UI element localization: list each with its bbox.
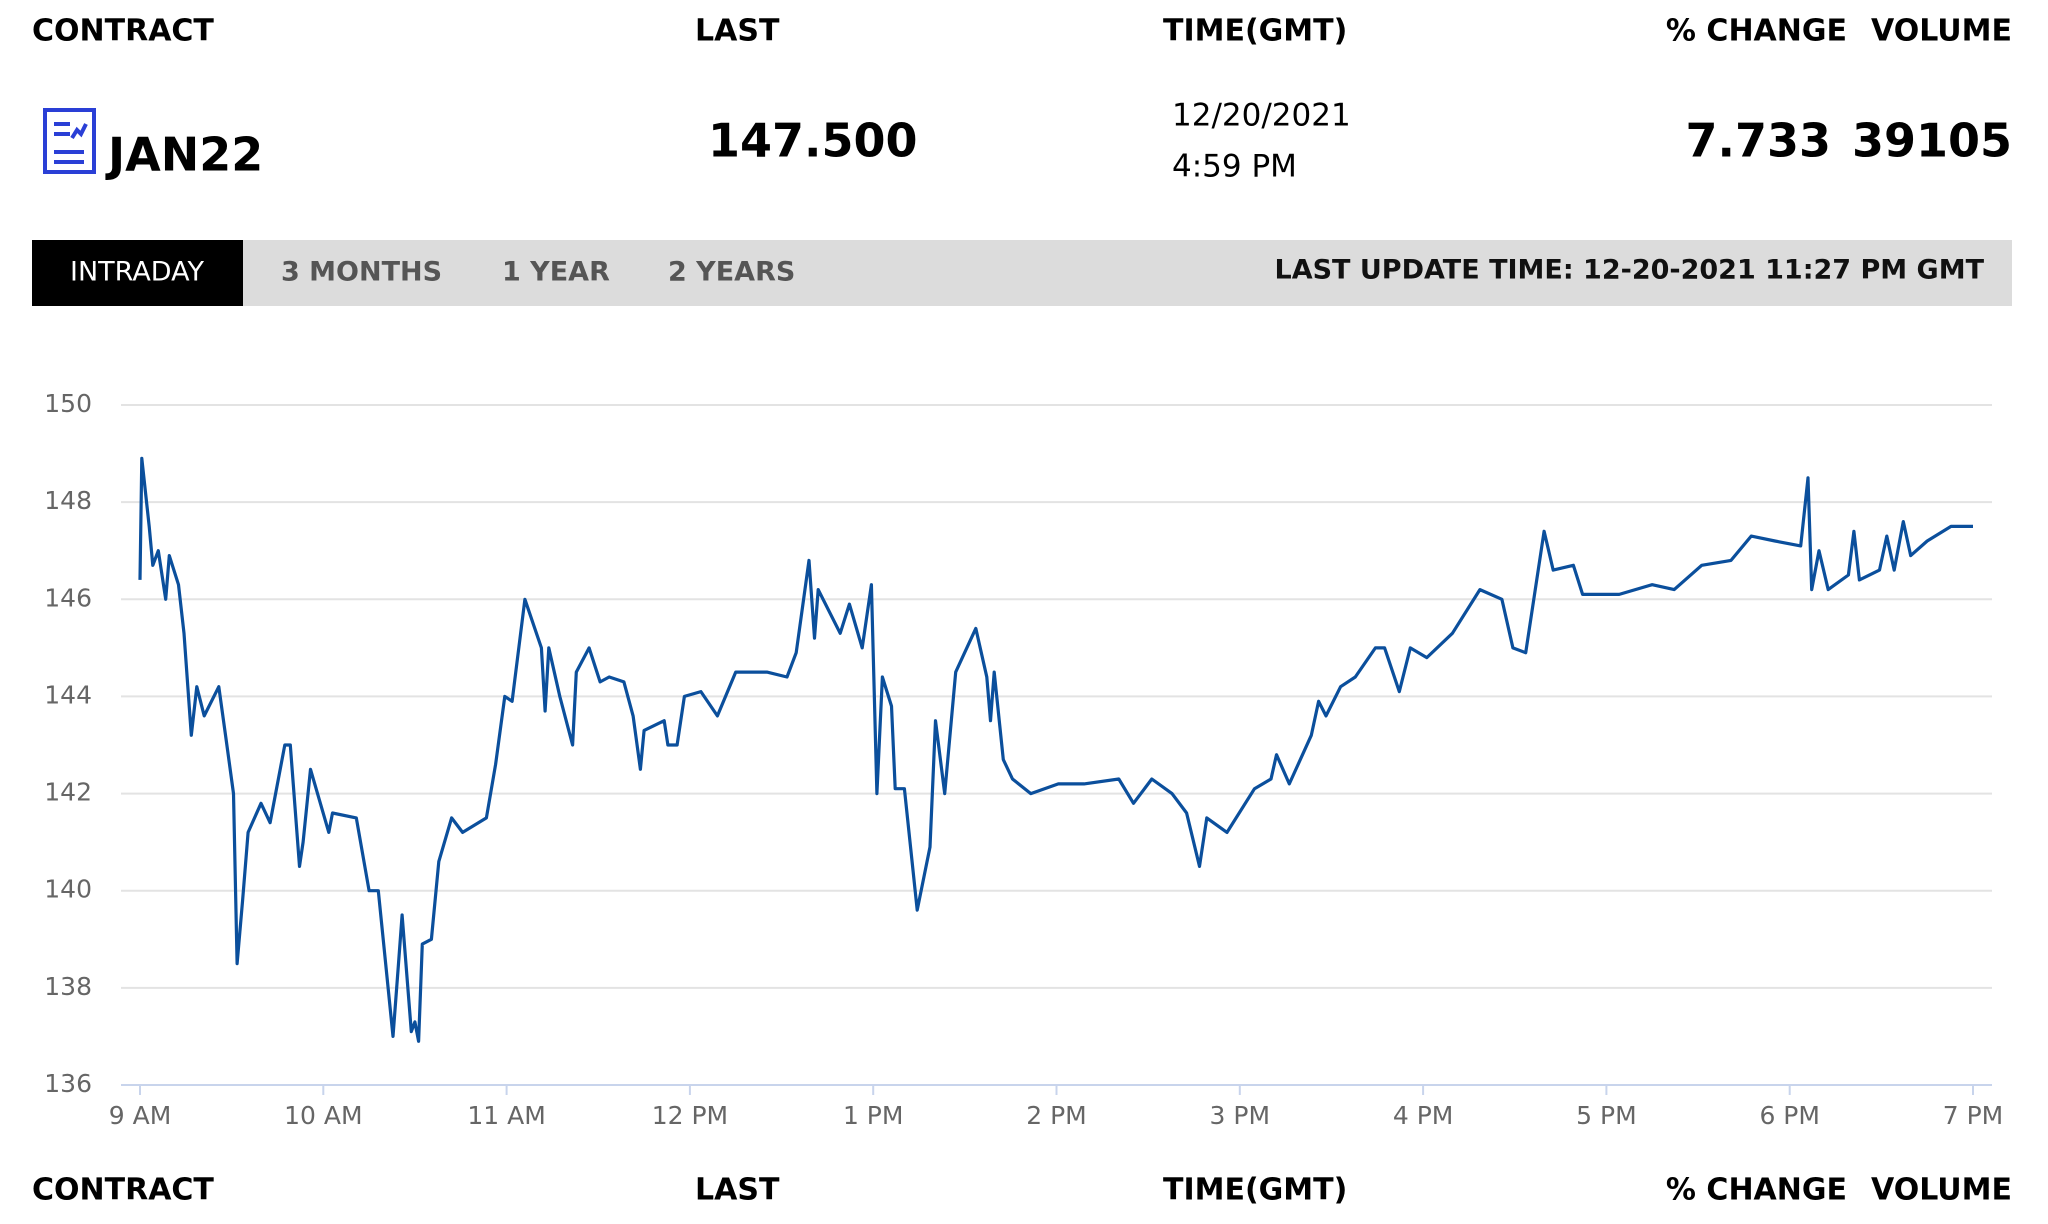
column-header: % CHANGE: [1666, 1173, 1847, 1208]
percent-change: 7.733: [1685, 114, 1831, 168]
tab-active[interactable]: [32, 240, 243, 306]
column-header: VOLUME: [1871, 14, 2012, 49]
column-header: LAST: [695, 1173, 780, 1208]
y-tick-label: 144: [44, 680, 92, 709]
icon-chart: [70, 123, 88, 140]
y-tick-label: 142: [44, 778, 92, 807]
x-tick-label: 1 PM: [843, 1101, 904, 1130]
column-header: CONTRACT: [32, 14, 214, 49]
column-header: VOLUME: [1871, 1173, 2012, 1208]
last-price: 147.500: [708, 114, 918, 168]
footer-row: CONTRACT LAST TIME(GMT) % CHANGE VOLUME: [32, 1173, 2012, 1208]
x-tick-label: 7 PM: [1943, 1101, 2004, 1130]
y-tick-label: 136: [44, 1069, 92, 1098]
x-tick-label: 4 PM: [1393, 1101, 1454, 1130]
x-tick-label: 2 PM: [1026, 1101, 1087, 1130]
contract-icon: [43, 108, 96, 174]
quote-date: 12/20/2021: [1172, 98, 1351, 134]
column-header: CONTRACT: [32, 1173, 214, 1208]
contract-name: JAN22: [105, 128, 263, 182]
x-tick-label: 11 AM: [467, 1101, 545, 1130]
y-tick-label: 140: [44, 875, 92, 904]
x-tick-label: 3 PM: [1210, 1101, 1271, 1130]
volume: 39105: [1852, 114, 2012, 168]
column-header: TIME(GMT): [1163, 14, 1347, 49]
column-header: % CHANGE: [1666, 14, 1847, 49]
last-update: LAST UPDATE TIME: 12-20-2021 11:27 PM GM…: [1275, 255, 1985, 286]
tab[interactable]: INTRADAY: [70, 257, 204, 288]
header-row: CONTRACT LAST TIME(GMT) % CHANGE VOLUME: [32, 14, 2012, 49]
tabs: INTRADAY 3 MONTHS 1 YEAR 2 YEARS LAST UP…: [70, 255, 1985, 288]
column-header: TIME(GMT): [1163, 1173, 1347, 1208]
quote-time: 4:59 PM: [1172, 149, 1297, 185]
price-line: [138, 456, 1973, 1043]
column-header: LAST: [695, 14, 780, 49]
tab[interactable]: 1 YEAR: [502, 257, 610, 288]
tab[interactable]: 2 YEARS: [668, 257, 795, 288]
y-tick-label: 150: [44, 389, 92, 418]
tab-bar: [32, 240, 2012, 306]
y-tick-label: 138: [44, 972, 92, 1001]
y-tick-label: 148: [44, 486, 92, 515]
tab[interactable]: 3 MONTHS: [281, 257, 442, 288]
y-tick-label: 146: [44, 583, 92, 612]
x-tick-label: 9 AM: [109, 1101, 172, 1130]
x-tick-label: 10 AM: [284, 1101, 362, 1130]
icon-frame: [43, 108, 96, 174]
x-tick-label: 5 PM: [1576, 1101, 1637, 1130]
x-tick-label: 6 PM: [1759, 1101, 1820, 1130]
x-tick-label: 12 PM: [652, 1101, 728, 1130]
